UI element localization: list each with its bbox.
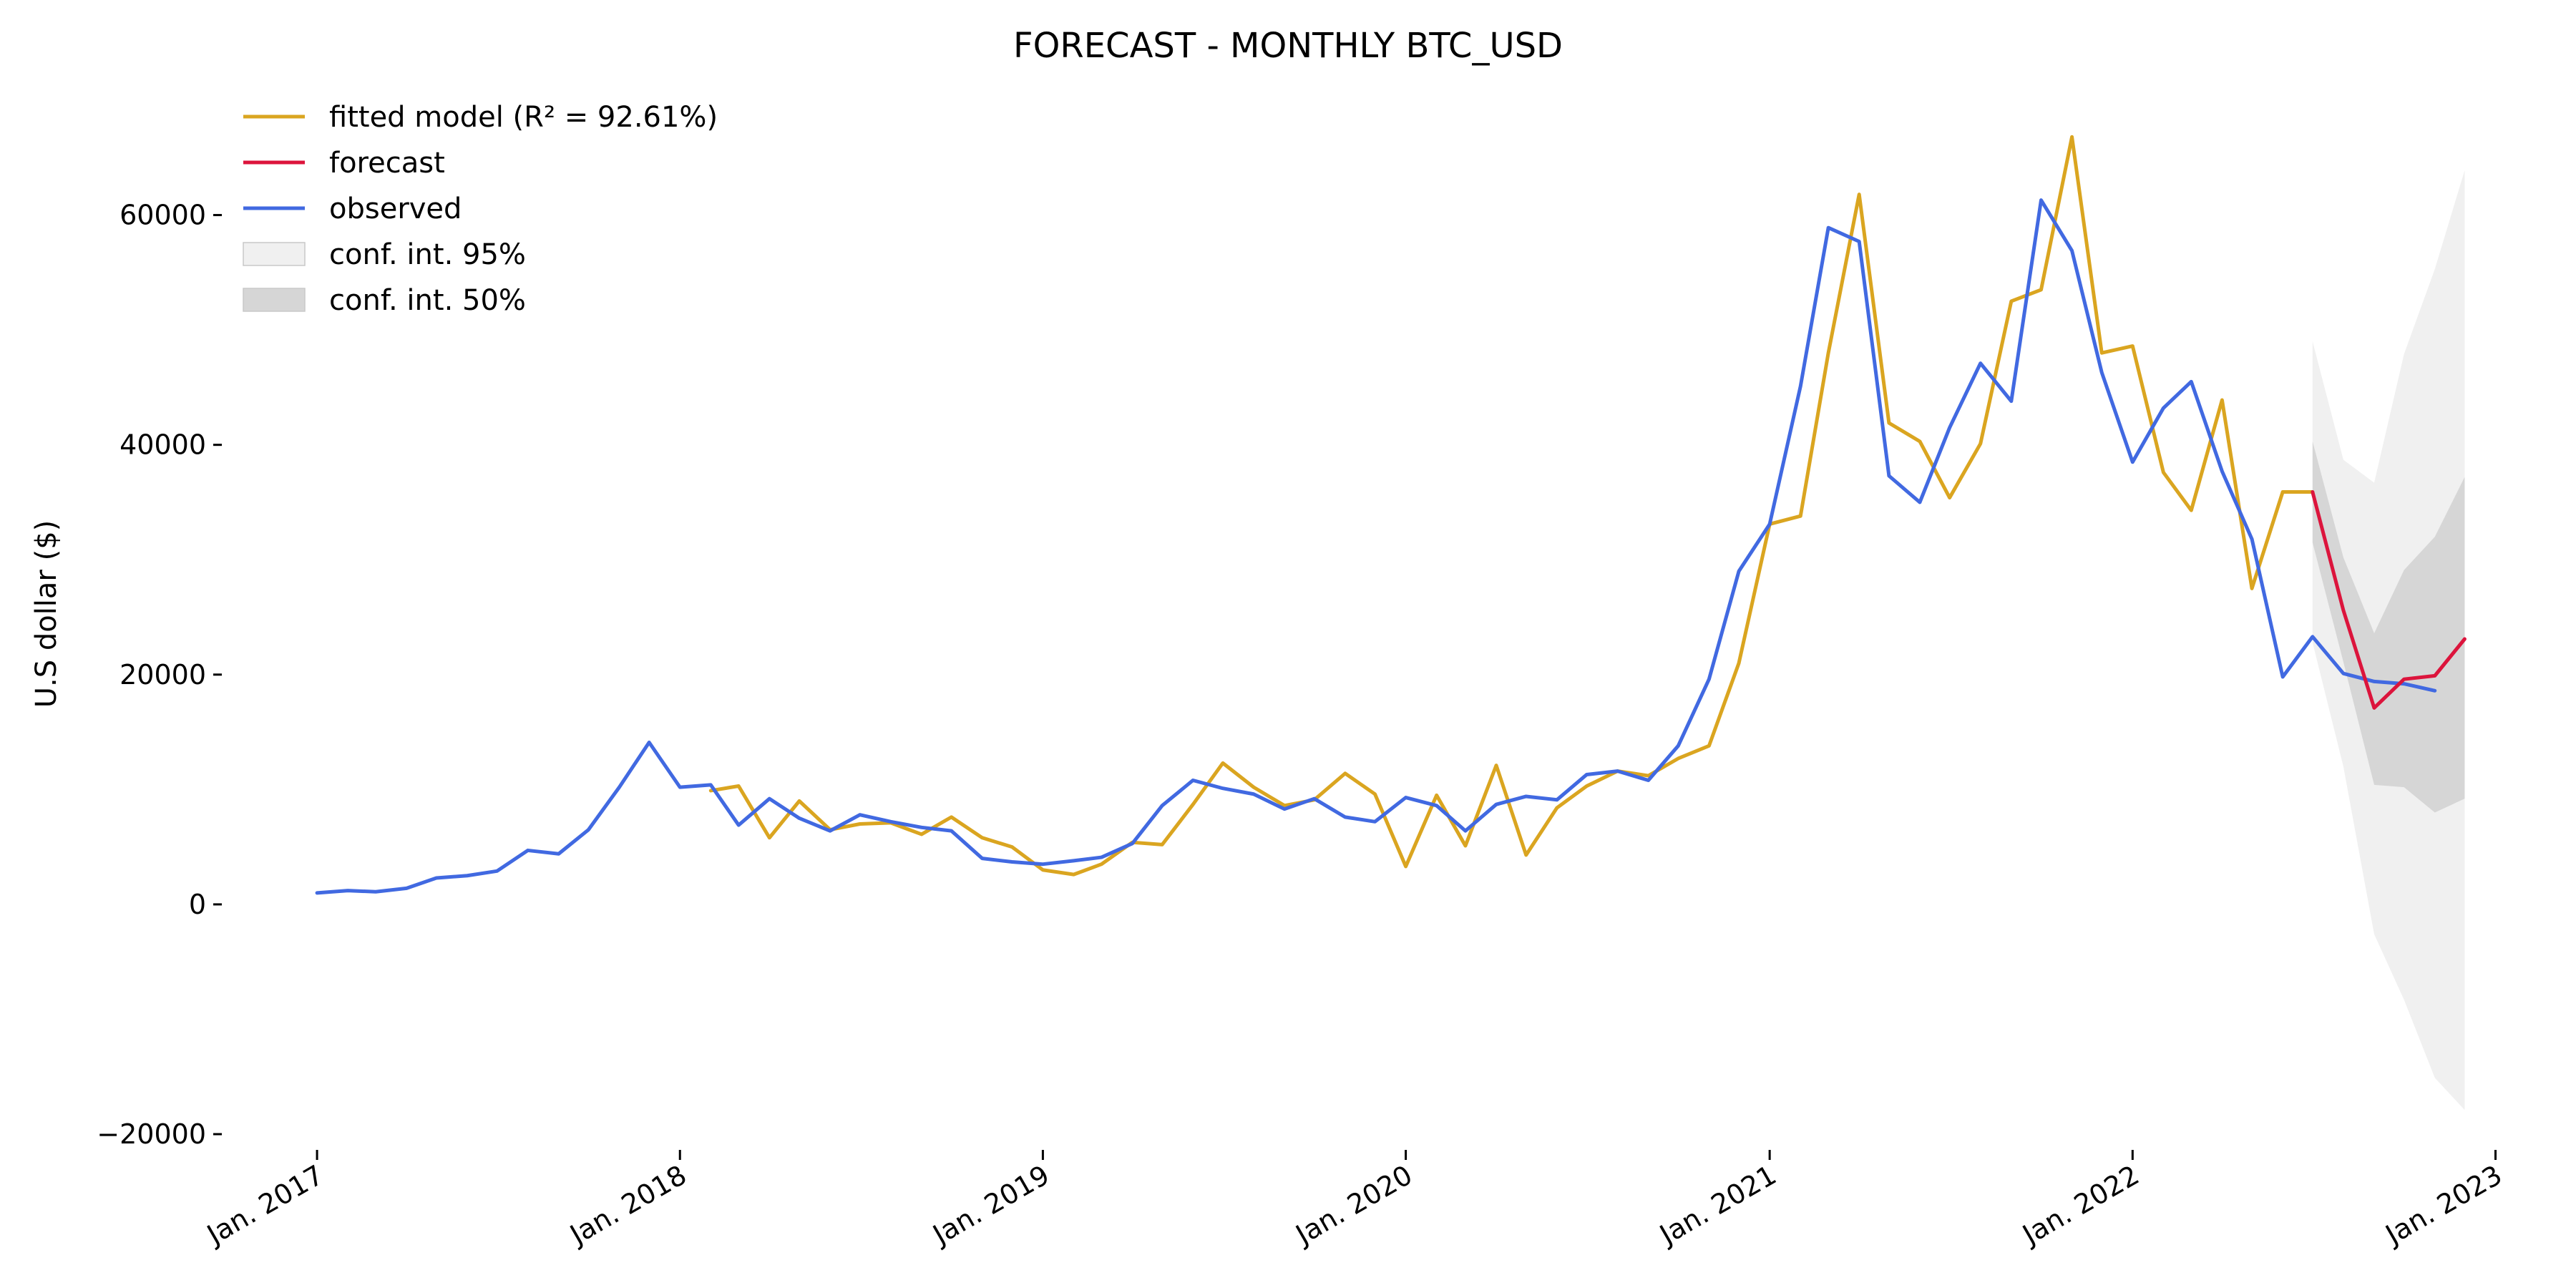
x-tick-label: Jan. 2022 [2016, 1159, 2145, 1252]
fitted-model-line [708, 135, 2315, 877]
legend-label: conf. int. 50% [329, 284, 526, 317]
legend-item-forecast: forecast [243, 147, 445, 180]
legend-swatch [243, 242, 306, 266]
x-tick-label: Jan. 2018 [564, 1159, 692, 1252]
x-tick-label: Jan. 2021 [1654, 1159, 1782, 1252]
legend-item-conf-int-95: conf. int. 95% [243, 238, 526, 271]
y-axis-label: U.S dollar ($) [30, 520, 63, 708]
x-tick-label: Jan. 2023 [2379, 1159, 2507, 1252]
confidence-interval-bands [2312, 170, 2465, 1111]
x-axis: Jan. 2017 Jan. 2018 Jan. 2019 Jan. 2020 Jan.… [200, 1150, 2507, 1252]
legend-item-fitted-model: fitted model (R² = 92.61%) [243, 101, 718, 134]
x-tick-label: Jan. 2020 [1289, 1159, 1418, 1252]
chart-title: FORECAST - MONTHLY BTC_USD [1013, 26, 1563, 66]
legend-label: forecast [329, 147, 445, 180]
legend: fitted model (R² = 92.61%) forecast observ… [243, 101, 718, 317]
legend-item-observed: observed [243, 192, 462, 225]
legend-swatch [243, 288, 306, 312]
y-tick-label: 0 [189, 889, 206, 920]
y-tick-label: 60000 [119, 200, 206, 231]
observed-line [315, 198, 2437, 895]
series-lines [315, 135, 2467, 895]
legend-label: fitted model (R² = 92.61%) [329, 101, 718, 134]
x-tick-label: Jan. 2019 [927, 1159, 1055, 1252]
forecast-line [2311, 489, 2467, 710]
legend-label: conf. int. 95% [329, 238, 526, 271]
y-tick-label: −20000 [97, 1118, 206, 1150]
legend-item-conf-int-50: conf. int. 50% [243, 284, 526, 317]
x-tick-label: Jan. 2017 [200, 1159, 328, 1252]
conf-int-50-band [2312, 441, 2465, 813]
y-tick-label: 40000 [119, 429, 206, 461]
y-axis: −20000 0 20000 40000 60000 [97, 200, 222, 1150]
y-tick-label: 20000 [119, 659, 206, 691]
legend-label: observed [329, 192, 462, 225]
